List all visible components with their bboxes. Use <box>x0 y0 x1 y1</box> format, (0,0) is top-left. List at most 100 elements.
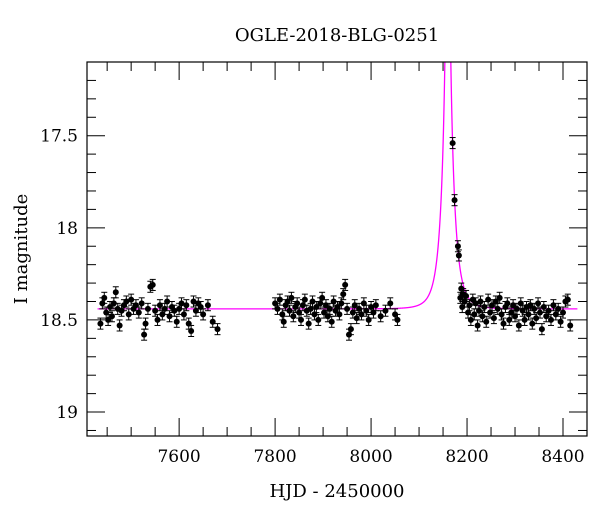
data-point <box>496 291 503 304</box>
point-marker <box>204 302 211 309</box>
data-point <box>463 289 470 303</box>
point-marker <box>110 300 117 307</box>
point-marker <box>567 322 574 329</box>
point-marker <box>365 316 372 323</box>
point-marker <box>344 305 351 312</box>
model-curve <box>97 62 578 310</box>
data-point <box>288 291 295 304</box>
point-marker <box>97 320 104 327</box>
point-marker <box>463 292 470 299</box>
point-marker <box>330 298 337 305</box>
data-point <box>515 319 522 332</box>
data-point <box>504 297 511 310</box>
point-marker <box>555 305 562 312</box>
point-marker <box>483 318 490 325</box>
y-axis-label: I magnitude <box>11 194 32 305</box>
y-tick-label: 18.5 <box>40 311 78 331</box>
point-marker <box>363 307 370 314</box>
point-marker <box>101 294 108 301</box>
point-marker <box>338 300 345 307</box>
data-point <box>97 317 104 330</box>
data-point <box>344 302 351 315</box>
chart-title: OGLE-2018-BLG-0251 <box>235 25 439 46</box>
data-point <box>464 306 471 319</box>
data-point <box>188 324 195 338</box>
data-point <box>305 317 312 330</box>
data-point <box>536 306 543 319</box>
data-point <box>280 315 287 328</box>
point-marker <box>171 307 178 314</box>
data-point <box>135 306 142 319</box>
point-marker <box>560 309 567 316</box>
point-marker <box>290 313 297 320</box>
point-marker <box>564 296 571 303</box>
data-point <box>349 306 356 319</box>
data-point <box>315 313 322 326</box>
point-marker <box>358 311 365 318</box>
point-marker <box>496 294 503 301</box>
data-point <box>123 295 130 308</box>
data-point <box>548 313 555 326</box>
data-point <box>138 297 145 310</box>
point-marker <box>125 311 132 318</box>
point-marker <box>372 302 379 309</box>
y-tick-label: 17.5 <box>40 127 78 147</box>
data-point <box>500 317 507 330</box>
point-marker <box>108 313 115 320</box>
point-marker <box>112 289 119 296</box>
point-marker <box>476 307 483 314</box>
point-marker <box>328 318 335 325</box>
x-tick-label: 8400 <box>541 447 584 467</box>
point-marker <box>394 316 401 323</box>
data-point <box>454 240 461 253</box>
point-marker <box>149 281 156 288</box>
point-marker <box>387 300 394 307</box>
point-marker <box>529 320 536 327</box>
data-point <box>142 317 149 330</box>
point-marker <box>347 326 354 333</box>
point-marker <box>451 197 458 204</box>
point-marker <box>173 318 180 325</box>
point-marker <box>377 313 384 320</box>
point-marker <box>513 305 520 312</box>
point-marker <box>500 320 507 327</box>
axis-ticks: 7600 7800 8000 8200 8400 17.5 18 18.5 19 <box>40 61 588 467</box>
point-marker <box>154 316 161 323</box>
point-marker <box>142 320 149 327</box>
data-point <box>377 310 384 323</box>
x-axis-label: HJD - 2450000 <box>269 481 404 502</box>
data-point <box>449 137 456 150</box>
data-point <box>488 299 495 312</box>
x-tick-label: 7600 <box>157 447 200 467</box>
data-point <box>173 315 180 328</box>
point-marker <box>309 298 316 305</box>
point-marker <box>550 302 557 309</box>
data-point <box>560 306 567 319</box>
y-tick-label: 18 <box>56 219 78 239</box>
point-marker <box>274 305 281 312</box>
point-marker <box>449 140 456 147</box>
point-marker <box>276 296 283 303</box>
point-marker <box>301 296 308 303</box>
point-marker <box>144 305 151 312</box>
data-point <box>474 319 481 332</box>
point-marker <box>178 300 185 307</box>
point-marker <box>123 298 130 305</box>
point-marker <box>152 307 159 314</box>
point-marker <box>305 320 312 327</box>
data-point <box>276 293 283 306</box>
data-point <box>538 323 545 336</box>
point-marker <box>164 298 171 305</box>
point-marker <box>490 315 497 322</box>
point-marker <box>466 302 473 309</box>
data-point <box>451 194 458 207</box>
data-point <box>116 319 123 332</box>
data-point <box>214 323 221 336</box>
point-marker <box>467 316 474 323</box>
point-marker <box>188 327 195 334</box>
point-marker <box>353 315 360 322</box>
data-point <box>112 286 119 299</box>
data-point <box>483 315 490 328</box>
data-point <box>455 249 462 262</box>
data-point <box>298 313 305 326</box>
